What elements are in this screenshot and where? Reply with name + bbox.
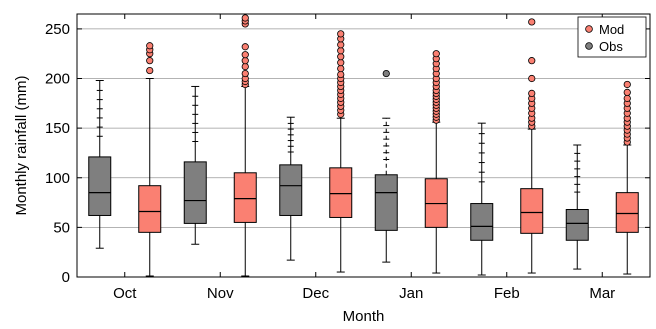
outlier-point bbox=[337, 64, 345, 73]
box-obs-dec bbox=[279, 116, 303, 261]
outlier-point bbox=[146, 42, 154, 50]
outlier-point bbox=[241, 14, 249, 22]
x-tick-label: Nov bbox=[207, 285, 234, 302]
outlier-point bbox=[337, 41, 345, 49]
box-obs-jan bbox=[374, 69, 398, 263]
outlier-point bbox=[432, 50, 440, 58]
outlier-point bbox=[337, 70, 345, 79]
y-tick-label: 100 bbox=[45, 170, 70, 187]
box-iqr bbox=[374, 174, 398, 231]
gridlines bbox=[77, 28, 650, 278]
box-obs-mar bbox=[565, 144, 589, 270]
box-mod-feb bbox=[520, 18, 544, 274]
box-iqr bbox=[279, 164, 303, 216]
y-tick-label: 150 bbox=[45, 120, 70, 137]
legend-marker-mod bbox=[585, 25, 593, 33]
outlier-point bbox=[241, 43, 249, 51]
y-axis-title: Monthly rainfall (mm) bbox=[13, 75, 30, 215]
plot-frame bbox=[76, 13, 651, 278]
box-series bbox=[88, 14, 639, 277]
box-iqr bbox=[233, 172, 257, 223]
outlier-point bbox=[241, 51, 249, 59]
box-iqr bbox=[565, 209, 589, 241]
y-tick-label: 200 bbox=[45, 71, 70, 88]
outlier-point bbox=[528, 57, 536, 65]
box-obs-feb bbox=[470, 122, 494, 276]
x-tick-label: Feb bbox=[494, 285, 520, 302]
box-iqr bbox=[470, 203, 494, 241]
box-iqr bbox=[615, 192, 639, 233]
outlier-point bbox=[528, 74, 536, 83]
box-mod-mar bbox=[615, 80, 639, 275]
box-iqr bbox=[329, 167, 353, 218]
box-iqr bbox=[520, 188, 544, 234]
legend-label-mod: Mod bbox=[599, 22, 624, 37]
x-tick-label: Oct bbox=[113, 285, 137, 302]
box-mod-nov bbox=[233, 14, 257, 277]
x-tick-label: Jan bbox=[399, 285, 423, 302]
outlier-point bbox=[382, 69, 390, 78]
y-tick-label: 250 bbox=[45, 21, 70, 38]
outlier-point bbox=[337, 53, 345, 61]
outlier-point bbox=[337, 59, 345, 67]
box-mod-dec bbox=[329, 30, 353, 273]
box-iqr bbox=[183, 161, 207, 224]
outlier-point bbox=[623, 80, 631, 89]
box-obs-oct bbox=[88, 79, 112, 249]
y-tick-label: 50 bbox=[53, 219, 70, 236]
outlier-point bbox=[337, 47, 345, 55]
outlier-point bbox=[528, 18, 536, 26]
outlier-point bbox=[528, 89, 536, 97]
outlier-point bbox=[146, 57, 154, 65]
box-iqr bbox=[138, 185, 162, 233]
x-axis-title: Month bbox=[343, 308, 385, 325]
legend-box bbox=[577, 16, 647, 58]
outlier-point bbox=[623, 88, 631, 97]
box-iqr bbox=[88, 156, 112, 216]
legend-marker-obs bbox=[585, 42, 593, 50]
box-obs-nov bbox=[183, 85, 207, 245]
outlier-point bbox=[241, 62, 249, 71]
legend: Mod Obs bbox=[577, 16, 647, 58]
x-tick-label: Mar bbox=[589, 285, 615, 302]
outlier-point bbox=[241, 69, 249, 78]
outlier-point bbox=[241, 57, 249, 65]
box-mod-jan bbox=[424, 50, 448, 274]
x-tick-label: Dec bbox=[302, 285, 329, 302]
legend-label-obs: Obs bbox=[599, 39, 623, 54]
outlier-point bbox=[146, 66, 154, 75]
outlier-point bbox=[337, 30, 345, 38]
outlier-point bbox=[623, 94, 631, 102]
y-tick-label: 0 bbox=[62, 269, 70, 286]
box-mod-oct bbox=[138, 42, 162, 277]
axes: 0 50 100 150 200 250 Oct Nov Dec Jan Feb Mar bbox=[45, 14, 650, 302]
